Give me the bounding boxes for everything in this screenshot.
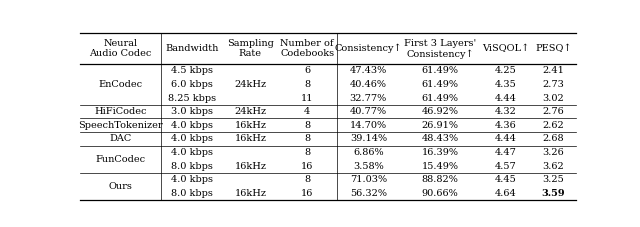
Text: ViSQOL↑: ViSQOL↑ (482, 44, 529, 53)
Text: 3.26: 3.26 (543, 148, 564, 157)
Text: 2.68: 2.68 (543, 134, 564, 143)
Text: SpeechTokenizer: SpeechTokenizer (78, 121, 163, 130)
Text: 46.92%: 46.92% (422, 107, 458, 116)
Text: Neural
Audio Codec: Neural Audio Codec (89, 39, 152, 58)
Text: 4.45: 4.45 (495, 175, 516, 184)
Text: 8: 8 (304, 134, 310, 143)
Text: 3.25: 3.25 (543, 175, 564, 184)
Text: 3.02: 3.02 (543, 94, 564, 103)
Text: 61.49%: 61.49% (422, 66, 458, 75)
Text: 47.43%: 47.43% (349, 66, 387, 75)
Text: 24kHz: 24kHz (234, 80, 266, 89)
Text: 3.59: 3.59 (542, 189, 565, 198)
Text: 4.44: 4.44 (495, 94, 516, 103)
Text: Bandwidth: Bandwidth (165, 44, 219, 53)
Text: 40.77%: 40.77% (350, 107, 387, 116)
Text: 2.41: 2.41 (543, 66, 564, 75)
Text: 8.25 kbps: 8.25 kbps (168, 94, 216, 103)
Text: 2.73: 2.73 (543, 80, 564, 89)
Text: 6: 6 (304, 66, 310, 75)
Text: 4.0 kbps: 4.0 kbps (171, 134, 213, 143)
Text: EnCodec: EnCodec (99, 80, 142, 89)
Text: 26.91%: 26.91% (422, 121, 458, 130)
Text: 11: 11 (301, 94, 314, 103)
Text: 3.58%: 3.58% (353, 162, 384, 171)
Text: 4.47: 4.47 (495, 148, 516, 157)
Text: 4.44: 4.44 (495, 134, 516, 143)
Text: 61.49%: 61.49% (422, 80, 458, 89)
Text: 4: 4 (304, 107, 310, 116)
Text: 4.64: 4.64 (495, 189, 516, 198)
Text: 16: 16 (301, 162, 313, 171)
Text: 8.0 kbps: 8.0 kbps (171, 162, 213, 171)
Text: 3.62: 3.62 (543, 162, 564, 171)
Text: Ours: Ours (108, 182, 132, 191)
Text: HiFiCodec: HiFiCodec (94, 107, 147, 116)
Text: 16kHz: 16kHz (234, 121, 266, 130)
Text: 6.0 kbps: 6.0 kbps (171, 80, 213, 89)
Text: PESQ↑: PESQ↑ (535, 44, 572, 53)
Text: 4.0 kbps: 4.0 kbps (171, 175, 213, 184)
Text: Number of
Codebooks: Number of Codebooks (280, 39, 334, 58)
Text: 48.43%: 48.43% (422, 134, 459, 143)
Text: 4.32: 4.32 (495, 107, 516, 116)
Text: Consistency↑: Consistency↑ (335, 44, 402, 53)
Text: 14.70%: 14.70% (350, 121, 387, 130)
Text: 56.32%: 56.32% (350, 189, 387, 198)
Text: 2.62: 2.62 (543, 121, 564, 130)
Text: 8.0 kbps: 8.0 kbps (171, 189, 213, 198)
Text: First 3 Layers'
Consistency↑: First 3 Layers' Consistency↑ (404, 39, 476, 59)
Text: 4.5 kbps: 4.5 kbps (171, 66, 213, 75)
Text: 6.86%: 6.86% (353, 148, 383, 157)
Text: 16kHz: 16kHz (234, 134, 266, 143)
Text: Sampling
Rate: Sampling Rate (227, 39, 274, 58)
Text: 16kHz: 16kHz (234, 189, 266, 198)
Text: 8: 8 (304, 121, 310, 130)
Text: 4.25: 4.25 (495, 66, 516, 75)
Text: 4.0 kbps: 4.0 kbps (171, 148, 213, 157)
Text: 16kHz: 16kHz (234, 162, 266, 171)
Text: 88.82%: 88.82% (422, 175, 458, 184)
Text: 8: 8 (304, 175, 310, 184)
Text: 32.77%: 32.77% (349, 94, 387, 103)
Text: 15.49%: 15.49% (422, 162, 458, 171)
Text: FunCodec: FunCodec (95, 155, 145, 164)
Text: 4.0 kbps: 4.0 kbps (171, 121, 213, 130)
Text: 40.46%: 40.46% (350, 80, 387, 89)
Text: 16: 16 (301, 189, 313, 198)
Text: DAC: DAC (109, 134, 131, 143)
Text: 4.35: 4.35 (495, 80, 516, 89)
Text: 8: 8 (304, 148, 310, 157)
Text: 16.39%: 16.39% (422, 148, 458, 157)
Text: 71.03%: 71.03% (350, 175, 387, 184)
Text: 90.66%: 90.66% (422, 189, 458, 198)
Text: 3.0 kbps: 3.0 kbps (171, 107, 213, 116)
Text: 61.49%: 61.49% (422, 94, 458, 103)
Text: 8: 8 (304, 80, 310, 89)
Text: 2.76: 2.76 (543, 107, 564, 116)
Text: 4.57: 4.57 (495, 162, 516, 171)
Text: 4.36: 4.36 (495, 121, 516, 130)
Text: 24kHz: 24kHz (234, 107, 266, 116)
Text: 39.14%: 39.14% (350, 134, 387, 143)
